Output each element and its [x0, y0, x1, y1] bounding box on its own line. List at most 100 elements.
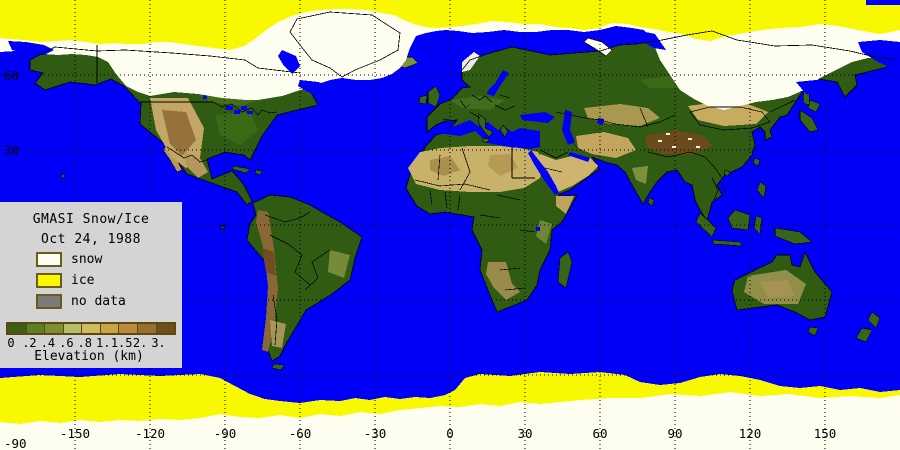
hainan: [723, 169, 731, 177]
great-britain: [427, 85, 441, 108]
legend-label-snow: snow: [71, 252, 103, 267]
lon-tick-120: 120: [739, 426, 762, 441]
us-east-mottle: [215, 112, 258, 145]
red-sea: [528, 150, 559, 195]
lon-tick-0: 0: [446, 426, 454, 441]
tasmania: [807, 326, 819, 337]
land-layer: [29, 30, 900, 371]
tibet-snow-specks: [658, 133, 700, 148]
scandes-snow: [462, 52, 480, 72]
elevation-tick-1.5: 1.5: [110, 336, 133, 350]
tierra-del-fuego: [271, 363, 285, 371]
elevation-cell-1: [25, 324, 45, 333]
elevation-tick-1.: 1.: [95, 336, 111, 350]
sicily: [481, 137, 490, 144]
new-zealand-south: [855, 327, 873, 343]
andes: [256, 210, 278, 352]
sri-lanka: [647, 197, 655, 207]
borders-asia: [539, 99, 796, 201]
elevation-cell-8: [155, 324, 175, 333]
legend-date: Oct 24, 1988: [41, 232, 141, 247]
islands: [60, 56, 881, 371]
deccan-mottle: [632, 166, 648, 184]
bering-sea-west: [8, 41, 54, 55]
honshu: [799, 109, 819, 133]
lon-tick-150: 150: [814, 426, 837, 441]
legend-panel: GMASI Snow/Ice Oct 24, 1988 snow ice no da…: [0, 202, 182, 368]
legend-swatch-no_data: [36, 294, 62, 309]
lon-tick--90: -90: [214, 426, 237, 441]
bering-sea-east: [858, 40, 900, 72]
new-guinea: [774, 227, 813, 245]
sea-of-okhotsk: [796, 80, 840, 98]
east-africa-mottle: [536, 220, 552, 244]
elevation-tick-.8: .8: [77, 336, 92, 350]
lon-tick-90: 90: [667, 426, 682, 441]
hokkaido: [807, 99, 821, 113]
iran-desert: [576, 132, 636, 158]
labrador-sea: [298, 80, 336, 96]
kalahari: [486, 262, 520, 300]
australia-core: [760, 280, 794, 298]
sumatra: [695, 212, 717, 238]
greece: [499, 124, 509, 138]
legend-label-ice: ice: [71, 273, 95, 288]
legend-item-snow: snow: [36, 252, 182, 267]
lat-tick-60: 60: [4, 68, 19, 83]
mexican-plateau: [184, 152, 208, 178]
black-sea: [520, 112, 555, 123]
legend-items: snow ice no data: [0, 252, 182, 309]
lon-tick-60: 60: [592, 426, 607, 441]
taiwan: [752, 157, 761, 167]
great-lakes: [203, 93, 253, 114]
elevation-tick-2.: 2.: [132, 336, 148, 350]
legend-swatch-ice: [36, 273, 62, 288]
elevation-cell-0: [8, 324, 26, 333]
elevation-tick-3.: 3.: [151, 336, 166, 350]
legend-item-ice: ice: [36, 273, 182, 288]
legend-item-no_data: no data: [36, 294, 182, 309]
europe-mottle: [450, 96, 505, 110]
elevation-cell-2: [44, 324, 63, 333]
lon-tick--150: -150: [60, 426, 90, 441]
lat-tick--90: -90: [4, 436, 27, 450]
cuba: [231, 165, 251, 174]
axis-labels: -150 -120 -90 -60 -30 0 30 60 90 120 150 60 30 -90: [4, 68, 836, 450]
ireland: [418, 94, 428, 105]
lon-tick-30: 30: [517, 426, 532, 441]
gobi: [688, 102, 768, 126]
somali-desert: [556, 196, 574, 214]
elevation-cell-3: [62, 324, 82, 333]
border-us-mexico: [166, 146, 208, 163]
elevation-cell-7: [136, 324, 156, 333]
elevation-tick-.4: .4: [40, 336, 56, 350]
kara-sea: [636, 30, 666, 50]
elevation-cell-5: [99, 324, 119, 333]
legend-label-no_data: no data: [71, 294, 126, 309]
legend-title: GMASI Snow/Ice: [32, 212, 150, 227]
elevation-label: Elevation (km): [34, 349, 144, 364]
persian-gulf: [568, 152, 590, 162]
sahara: [408, 146, 544, 192]
sulawesi: [753, 215, 763, 235]
south-europe-peninsulas: [477, 113, 509, 144]
south-america: [246, 194, 363, 362]
arctic-coastlines: [29, 30, 896, 74]
italy: [477, 113, 494, 138]
elevation-cell-4: [81, 324, 100, 333]
svalbard: [492, 22, 506, 30]
elevation-tick-0: 0: [7, 336, 15, 350]
elevation-tick-labels: 0 .2.4.6.8 1. 1.5 2. 3.: [0, 337, 182, 349]
baltic-sea: [487, 70, 509, 96]
elevation-tick-.6: .6: [59, 336, 74, 350]
elevation-tick-.2: .2: [22, 336, 37, 350]
borders-africa: [414, 147, 536, 291]
top-right-open-water: [866, 0, 900, 5]
elevation-colorbar: [6, 322, 176, 335]
hawaii: [60, 173, 66, 179]
arctic-open-water: [8, 30, 900, 98]
madagascar: [557, 251, 573, 289]
border-us-canada: [140, 101, 278, 116]
new-zealand-north: [867, 311, 881, 329]
